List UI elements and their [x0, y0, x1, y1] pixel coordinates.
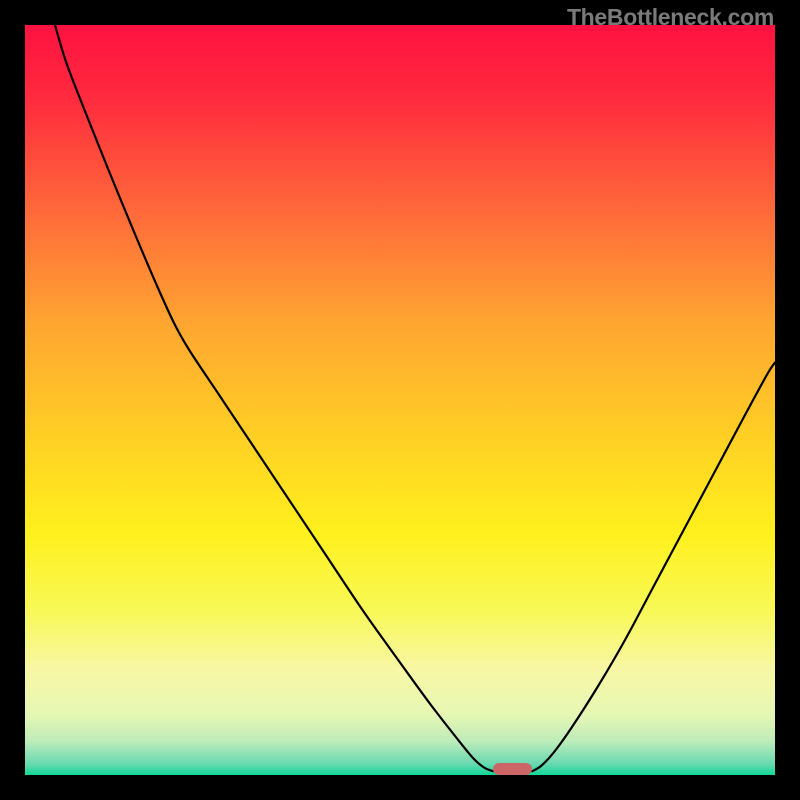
bottleneck-curve-plot	[0, 0, 800, 800]
watermark-text: TheBottleneck.com	[567, 4, 774, 31]
minimum-marker	[493, 763, 532, 775]
chart-frame: TheBottleneck.com	[0, 0, 800, 800]
